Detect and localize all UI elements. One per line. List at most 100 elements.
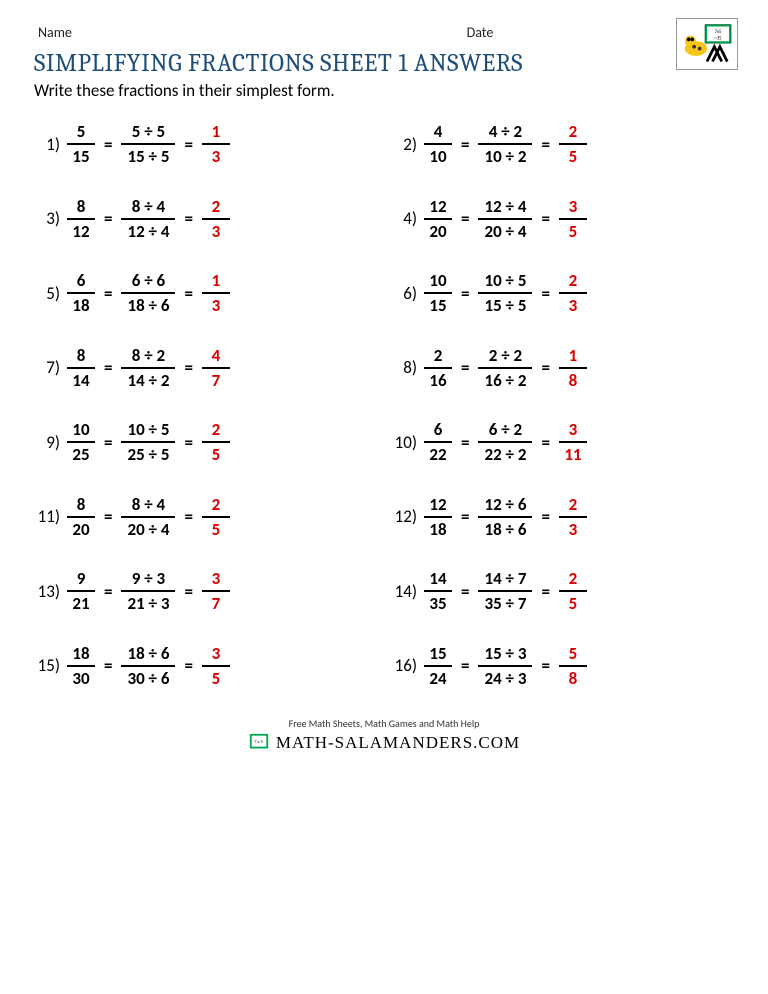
fraction-bar: [67, 665, 95, 667]
working-fraction: 18 ÷ 630 ÷ 6: [118, 643, 178, 690]
denominator: 5: [208, 668, 225, 689]
denominator: 3: [565, 295, 582, 316]
working-fraction: 10 ÷ 525 ÷ 5: [118, 419, 178, 466]
numerator: 3: [208, 568, 225, 589]
fraction-bar: [67, 590, 95, 592]
original-fraction: 1025: [64, 419, 98, 466]
denominator: 14: [68, 370, 93, 391]
problem-number: 6): [389, 283, 421, 304]
original-fraction: 814: [64, 345, 98, 392]
fraction-bar: [478, 143, 532, 145]
equals-sign: =: [535, 432, 555, 453]
fraction-bar: [67, 516, 95, 518]
problem-number: 8): [389, 357, 421, 378]
fraction-bar: [424, 292, 452, 294]
fraction-bar: [559, 218, 587, 220]
numerator: 10 ÷ 5: [123, 419, 173, 440]
fraction-bar: [202, 590, 230, 592]
problems-grid: 1)515=5 ÷ 515 ÷ 5=132)410=4 ÷ 210 ÷ 2=25…: [30, 121, 738, 689]
numerator: 10: [68, 419, 93, 440]
denominator: 7: [208, 370, 225, 391]
original-fraction: 1220: [421, 196, 455, 243]
fraction-bar: [559, 292, 587, 294]
answer-fraction: 23: [199, 196, 233, 243]
equals-sign: =: [98, 357, 118, 378]
equals-sign: =: [535, 581, 555, 602]
problem-row: 16)1524=15 ÷ 324 ÷ 3=58: [389, 643, 736, 690]
numerator: 2: [208, 494, 225, 515]
answer-fraction: 35: [199, 643, 233, 690]
problem-number: 3): [32, 208, 64, 229]
problem-number: 13): [32, 581, 64, 602]
denominator: 15 ÷ 5: [480, 295, 530, 316]
fraction-bar: [121, 516, 175, 518]
fraction-bar: [121, 441, 175, 443]
answer-fraction: 37: [199, 568, 233, 615]
fraction-bar: [478, 590, 532, 592]
equals-sign: =: [98, 581, 118, 602]
denominator: 30: [68, 668, 93, 689]
denominator: 18: [68, 295, 93, 316]
equals-sign: =: [455, 283, 475, 304]
numerator: 9: [73, 568, 90, 589]
fraction-bar: [202, 516, 230, 518]
problem-number: 5): [32, 283, 64, 304]
problem-row: 1)515=5 ÷ 515 ÷ 5=13: [32, 121, 379, 168]
equals-sign: =: [178, 655, 198, 676]
equals-sign: =: [178, 357, 198, 378]
denominator: 5: [565, 221, 582, 242]
original-fraction: 216: [421, 345, 455, 392]
numerator: 2: [430, 345, 447, 366]
equals-sign: =: [535, 208, 555, 229]
fraction-bar: [559, 367, 587, 369]
fraction-bar: [478, 218, 532, 220]
problem-row: 5)618=6 ÷ 618 ÷ 6=13: [32, 270, 379, 317]
problem-row: 3)812=8 ÷ 412 ÷ 4=23: [32, 196, 379, 243]
denominator: 5: [565, 146, 582, 167]
numerator: 2: [565, 568, 582, 589]
denominator: 21 ÷ 3: [123, 593, 173, 614]
numerator: 1: [208, 121, 225, 142]
answer-fraction: 58: [556, 643, 590, 690]
svg-text:7x5: 7x5: [715, 30, 722, 35]
fraction-bar: [559, 143, 587, 145]
numerator: 2: [208, 196, 225, 217]
fraction-bar: [67, 367, 95, 369]
answer-fraction: 311: [556, 419, 590, 466]
problem-number: 7): [32, 357, 64, 378]
footer-site-text: MATH-SALAMANDERS.COM: [276, 733, 520, 753]
footer-tagline: Free Math Sheets, Math Games and Math He…: [30, 717, 738, 730]
problem-number: 15): [32, 655, 64, 676]
original-fraction: 410: [421, 121, 455, 168]
numerator: 3: [565, 419, 582, 440]
original-fraction: 820: [64, 494, 98, 541]
numerator: 18: [68, 643, 93, 664]
numerator: 2: [565, 270, 582, 291]
denominator: 15: [68, 146, 93, 167]
fraction-bar: [202, 441, 230, 443]
denominator: 5: [565, 593, 582, 614]
answer-fraction: 47: [199, 345, 233, 392]
denominator: 5: [208, 519, 225, 540]
numerator: 5: [565, 643, 582, 664]
equals-sign: =: [455, 655, 475, 676]
fraction-bar: [559, 441, 587, 443]
instructions: Write these fractions in their simplest …: [34, 80, 738, 101]
footer-logo-icon: 7x5: [248, 732, 270, 754]
numerator: 3: [208, 643, 225, 664]
problem-number: 9): [32, 432, 64, 453]
working-fraction: 5 ÷ 515 ÷ 5: [118, 121, 178, 168]
denominator: 12 ÷ 4: [123, 221, 173, 242]
equals-sign: =: [98, 208, 118, 229]
denominator: 18: [425, 519, 450, 540]
denominator: 20 ÷ 4: [123, 519, 173, 540]
denominator: 14 ÷ 2: [123, 370, 173, 391]
working-fraction: 6 ÷ 2 22 ÷ 2: [475, 419, 535, 466]
problem-row: 10)622=6 ÷ 222 ÷ 2=311: [389, 419, 736, 466]
denominator: 3: [208, 295, 225, 316]
fraction-bar: [424, 367, 452, 369]
numerator: 5 ÷ 5: [128, 121, 169, 142]
equals-sign: =: [455, 506, 475, 527]
numerator: 6 ÷ 2: [485, 419, 526, 440]
denominator: 22 ÷ 2: [480, 444, 530, 465]
